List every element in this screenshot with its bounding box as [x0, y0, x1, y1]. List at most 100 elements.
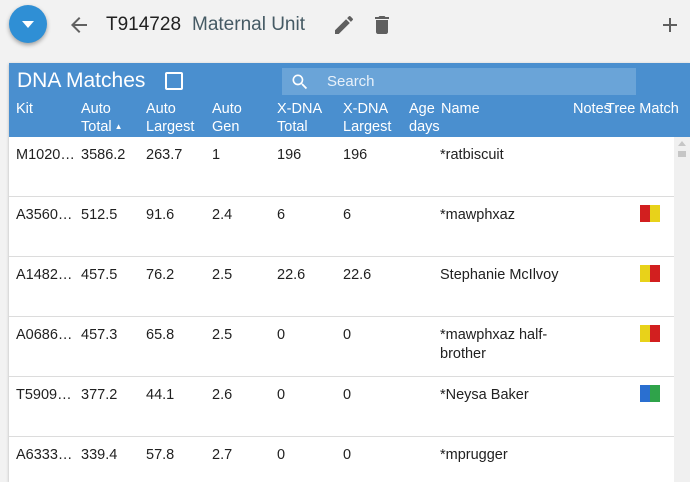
row-auto-total: 377.2: [81, 387, 118, 403]
tree-match-color: [640, 325, 650, 342]
col-header-kit-label: Kit: [16, 101, 33, 117]
col-header-xdna-largest-line1: X-DNA: [343, 101, 389, 117]
trash-icon[interactable]: [370, 13, 394, 37]
col-header-name-label: Name: [441, 101, 480, 117]
col-header-notes-label: Notes: [573, 101, 611, 117]
row-kit: A1482…: [16, 267, 73, 283]
col-header-auto-largest-line2: Largest: [146, 119, 195, 135]
row-auto-largest: 65.8: [146, 327, 175, 343]
row-auto-largest: 44.1: [146, 387, 175, 403]
scroll-up-arrow-icon[interactable]: [678, 141, 686, 146]
row-auto-largest: 76.2: [146, 267, 175, 283]
row-auto-total: 339.4: [81, 447, 118, 463]
chevron-down-icon: [22, 20, 34, 28]
row-kit: T5909…: [16, 387, 72, 403]
dna-matches-panel: DNA Matches Kit Auto Total▲ Auto Largest…: [9, 63, 690, 482]
search-icon: [292, 74, 308, 90]
row-xdna-total: 6: [277, 207, 286, 223]
row-auto-gen: 2.4: [212, 207, 233, 223]
col-header-auto-gen[interactable]: Auto Gen: [212, 100, 242, 136]
row-auto-total: 3586.2: [81, 147, 126, 163]
table-row[interactable]: A6333… 339.4 57.8 2.7 0 0 *mprugger: [9, 437, 674, 482]
row-auto-gen: 2.5: [212, 327, 233, 343]
row-name: *mawphxaz half-brother: [440, 327, 548, 362]
col-header-name[interactable]: Name: [441, 100, 480, 118]
plus-icon[interactable]: [658, 13, 682, 37]
select-all-checkbox[interactable]: [165, 72, 183, 90]
pencil-icon[interactable]: [332, 13, 356, 37]
arrow-back-icon[interactable]: [67, 13, 91, 37]
row-xdna-largest: 196: [343, 147, 368, 163]
col-header-kit[interactable]: Kit: [16, 100, 33, 118]
tree-match-color: [650, 265, 660, 282]
col-header-xdna-total[interactable]: X-DNA Total: [277, 100, 322, 136]
panel-title: DNA Matches: [17, 69, 146, 92]
col-header-tree-match-label: Tree Match: [606, 101, 679, 117]
row-xdna-largest: 6: [343, 207, 352, 223]
scroll-thumb[interactable]: [678, 151, 686, 157]
tree-match-color: [640, 205, 650, 222]
row-xdna-total: 0: [277, 447, 286, 463]
row-kit: A3560…: [16, 207, 73, 223]
top-bar: T914728 Maternal Unit: [0, 0, 690, 56]
tree-match-swatch: [640, 205, 660, 222]
row-kit: A0686…: [16, 327, 73, 343]
col-header-tree-match[interactable]: Tree Match: [606, 100, 679, 118]
row-xdna-largest: 0: [343, 327, 352, 343]
tree-match-color: [650, 205, 660, 222]
row-xdna-largest: 0: [343, 447, 352, 463]
col-header-auto-total-line2-text: Total: [81, 119, 112, 135]
col-header-xdna-largest[interactable]: X-DNA Largest: [343, 100, 391, 136]
table-row[interactable]: A0686… 457.3 65.8 2.5 0 0 *mawphxaz half-broth…: [9, 317, 674, 377]
row-auto-total: 457.3: [81, 327, 118, 343]
table-row[interactable]: A1482… 457.5 76.2 2.5 22.6 22.6 Stephanie McIl…: [9, 257, 674, 317]
vertical-scrollbar[interactable]: [674, 137, 690, 482]
row-auto-total: 457.5: [81, 267, 118, 283]
row-xdna-largest: 0: [343, 387, 352, 403]
row-kit: A6333…: [16, 447, 73, 463]
row-auto-largest: 91.6: [146, 207, 175, 223]
kit-id-title: T914728: [106, 14, 182, 35]
search-box: [282, 68, 636, 95]
col-header-age-line2: days: [409, 119, 440, 135]
row-xdna-total: 196: [277, 147, 302, 163]
col-header-xdna-total-line2: Total: [277, 119, 308, 135]
table-row[interactable]: M1020… 3586.2 263.7 1 196 196 *ratbiscuit: [9, 137, 674, 197]
table-row[interactable]: T5909… 377.2 44.1 2.6 0 0 *Neysa Baker: [9, 377, 674, 437]
row-name: *mprugger: [440, 447, 508, 463]
col-header-auto-total[interactable]: Auto Total ▲: [81, 100, 123, 136]
panel-header: DNA Matches Kit Auto Total▲ Auto Largest…: [9, 63, 690, 137]
row-auto-gen: 2.5: [212, 267, 233, 283]
col-header-auto-gen-line2: Gen: [212, 119, 240, 135]
col-header-age-line1: Age: [409, 101, 435, 117]
tree-match-color: [640, 265, 650, 282]
tree-match-swatch: [640, 325, 660, 342]
row-auto-gen: 2.6: [212, 387, 233, 403]
row-auto-gen: 1: [212, 147, 221, 163]
row-auto-largest: 263.7: [146, 147, 183, 163]
col-header-auto-largest-line1: Auto: [146, 101, 176, 117]
table-row[interactable]: A3560… 512.5 91.6 2.4 6 6 *mawphxaz: [9, 197, 674, 257]
row-xdna-total: 0: [277, 387, 286, 403]
row-auto-total: 512.5: [81, 207, 118, 223]
row-auto-gen: 2.7: [212, 447, 233, 463]
row-kit: M1020…: [16, 147, 75, 163]
col-header-auto-total-line2: Total ▲: [81, 118, 123, 136]
row-xdna-largest: 22.6: [343, 267, 372, 283]
col-header-xdna-total-line1: X-DNA: [277, 101, 323, 117]
row-xdna-total: 22.6: [277, 267, 306, 283]
col-header-age[interactable]: Age days: [409, 100, 440, 136]
tree-match-swatch: [640, 385, 660, 402]
menu-fab-button[interactable]: [9, 5, 47, 43]
col-header-auto-total-line1: Auto: [81, 101, 111, 117]
search-input[interactable]: [327, 68, 627, 95]
col-header-notes[interactable]: Notes: [573, 100, 611, 118]
col-header-xdna-largest-line2: Largest: [343, 119, 392, 135]
sort-up-icon: ▲: [114, 122, 123, 132]
row-auto-largest: 57.8: [146, 447, 175, 463]
tree-match-color: [640, 385, 650, 402]
row-xdna-total: 0: [277, 327, 286, 343]
col-header-auto-largest[interactable]: Auto Largest: [146, 100, 194, 136]
row-name: *Neysa Baker: [440, 387, 529, 403]
row-name: Stephanie McIlvoy: [440, 267, 559, 283]
